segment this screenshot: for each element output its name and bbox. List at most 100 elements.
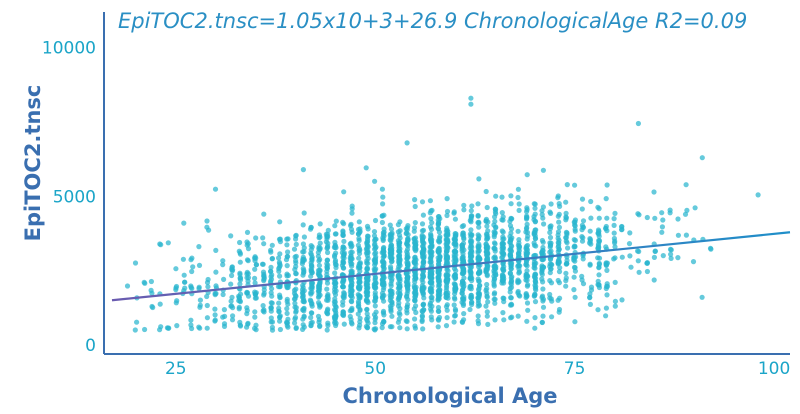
- data-point: [611, 222, 617, 228]
- data-point: [429, 294, 435, 300]
- data-point: [540, 304, 547, 310]
- data-point: [612, 279, 618, 285]
- data-point: [660, 217, 666, 223]
- data-point: [372, 259, 378, 265]
- data-point: [356, 279, 362, 285]
- data-point: [475, 232, 481, 238]
- data-point: [404, 318, 410, 325]
- data-point: [347, 287, 354, 293]
- data-point: [220, 262, 226, 268]
- data-point: [572, 268, 579, 274]
- data-point: [213, 247, 219, 253]
- data-point: [396, 300, 402, 306]
- data-point: [532, 293, 538, 299]
- data-point: [556, 201, 562, 207]
- data-point: [547, 256, 554, 263]
- data-point: [548, 280, 555, 286]
- data-point: [379, 325, 385, 331]
- data-point: [467, 267, 473, 273]
- data-point: [443, 251, 449, 257]
- data-point: [427, 270, 433, 276]
- data-point: [277, 261, 283, 267]
- data-point: [348, 221, 354, 227]
- data-point: [596, 282, 602, 288]
- data-point: [451, 273, 457, 280]
- data-point: [157, 327, 163, 333]
- data-point: [491, 279, 497, 285]
- data-point: [469, 300, 475, 306]
- data-point: [469, 232, 475, 238]
- data-point: [541, 221, 547, 227]
- data-point: [499, 217, 505, 223]
- data-point: [325, 249, 331, 256]
- data-point: [420, 243, 426, 250]
- data-point: [348, 261, 354, 267]
- data-point: [228, 233, 234, 239]
- data-point: [493, 193, 499, 199]
- data-point: [493, 206, 499, 213]
- data-point: [508, 201, 514, 207]
- data-point: [611, 235, 618, 242]
- data-point: [435, 270, 441, 276]
- data-point: [308, 291, 314, 297]
- data-point: [436, 308, 442, 314]
- data-point: [230, 267, 236, 273]
- data-point: [612, 303, 618, 309]
- data-point: [501, 236, 507, 242]
- data-point: [389, 247, 395, 253]
- data-point: [420, 250, 426, 256]
- data-point: [492, 246, 498, 252]
- data-point: [484, 204, 490, 211]
- data-point: [476, 219, 482, 225]
- data-point: [452, 284, 459, 290]
- data-point: [357, 268, 363, 274]
- data-point: [523, 229, 529, 235]
- data-point: [180, 256, 186, 262]
- data-point: [300, 266, 306, 272]
- data-point: [476, 247, 482, 254]
- data-point: [364, 311, 370, 317]
- data-point: [134, 319, 140, 325]
- data-point: [500, 229, 506, 235]
- data-point: [228, 281, 234, 287]
- regression-line: [111, 231, 791, 302]
- data-point: [500, 295, 506, 301]
- data-point: [507, 289, 513, 295]
- data-point: [539, 266, 545, 273]
- data-point: [412, 298, 418, 304]
- data-point: [540, 204, 547, 210]
- data-point: [427, 244, 433, 250]
- data-point: [475, 321, 482, 327]
- data-point: [596, 261, 603, 267]
- data-point: [604, 267, 610, 273]
- data-point: [652, 248, 658, 254]
- data-point: [261, 309, 267, 315]
- data-point: [523, 245, 529, 251]
- data-point: [317, 247, 323, 253]
- data-point: [277, 292, 283, 298]
- y-ticks: 0 5000 10000: [42, 39, 96, 356]
- data-point: [603, 196, 609, 202]
- data-point: [444, 285, 450, 291]
- data-point: [413, 309, 419, 316]
- data-point: [420, 240, 426, 246]
- data-point: [675, 232, 682, 238]
- data-point: [492, 296, 498, 302]
- data-point: [236, 306, 242, 312]
- data-point: [452, 296, 458, 302]
- data-point: [571, 287, 577, 293]
- data-point: [173, 266, 179, 272]
- data-point: [413, 292, 419, 298]
- data-point: [421, 234, 427, 240]
- data-point: [332, 231, 338, 237]
- data-point: [419, 314, 425, 320]
- data-point: [588, 198, 594, 205]
- data-point: [532, 325, 538, 331]
- data-point: [355, 304, 361, 310]
- data-point: [579, 273, 585, 279]
- data-point: [427, 285, 434, 291]
- data-point: [412, 325, 418, 331]
- data-point: [692, 205, 698, 211]
- data-point: [452, 312, 458, 319]
- data-point: [492, 317, 498, 323]
